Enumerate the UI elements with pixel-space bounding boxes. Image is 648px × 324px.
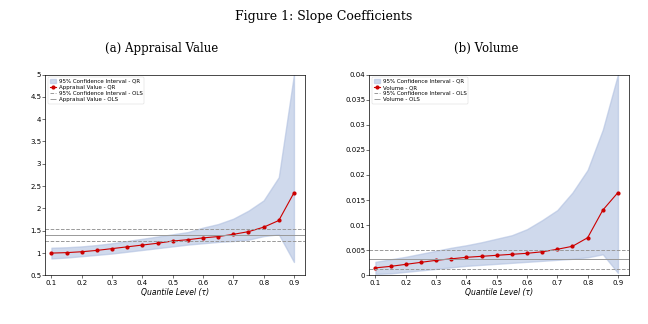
Volume - QR: [447, 257, 455, 261]
Appraisal Value - QR: [139, 243, 146, 247]
Appraisal Value - QR: [229, 232, 237, 236]
Volume - QR: [492, 253, 500, 257]
Volume - QR: [432, 259, 440, 262]
Appraisal Value - QR: [244, 230, 252, 234]
Appraisal Value - QR: [275, 219, 283, 223]
Appraisal Value - QR: [93, 249, 101, 252]
X-axis label: Quantile Level (τ): Quantile Level (τ): [465, 288, 533, 297]
Volume - QR: [371, 266, 379, 270]
Text: (a) Appraisal Value: (a) Appraisal Value: [106, 42, 218, 55]
Text: Figure 1: Slope Coefficients: Figure 1: Slope Coefficients: [235, 10, 413, 23]
Appraisal Value - QR: [184, 238, 192, 242]
Volume - QR: [387, 264, 395, 268]
Legend: 95% Confidence Interval - QR, Appraisal Value - QR, 95% Confidence Interval - OL: 95% Confidence Interval - QR, Appraisal …: [48, 77, 145, 104]
Appraisal Value - QR: [168, 239, 176, 243]
Volume - QR: [402, 262, 410, 266]
X-axis label: Quantile Level (τ): Quantile Level (τ): [141, 288, 209, 297]
Appraisal Value - QR: [123, 245, 131, 249]
Appraisal Value - QR: [47, 251, 55, 255]
Text: (b) Volume: (b) Volume: [454, 42, 518, 55]
Line: Appraisal Value - QR: Appraisal Value - QR: [50, 191, 295, 254]
Volume - QR: [538, 250, 546, 254]
Volume - QR: [568, 244, 576, 248]
Volume - QR: [614, 191, 622, 194]
Appraisal Value - QR: [63, 251, 71, 255]
Volume - QR: [508, 252, 516, 256]
Volume - QR: [478, 254, 485, 258]
Volume - QR: [463, 255, 470, 259]
Volume - QR: [523, 251, 531, 255]
Appraisal Value - QR: [78, 250, 86, 254]
Appraisal Value - QR: [199, 236, 207, 240]
Line: Volume - QR: Volume - QR: [374, 191, 619, 269]
Appraisal Value - QR: [260, 225, 268, 229]
Appraisal Value - QR: [290, 191, 298, 195]
Volume - QR: [584, 236, 592, 240]
Legend: 95% Confidence Interval - QR, Volume - QR, 95% Confidence Interval - OLS, Volume: 95% Confidence Interval - QR, Volume - Q…: [372, 77, 469, 104]
Volume - QR: [599, 208, 607, 212]
Appraisal Value - QR: [154, 241, 161, 245]
Volume - QR: [553, 247, 561, 251]
Appraisal Value - QR: [108, 247, 116, 250]
Appraisal Value - QR: [214, 235, 222, 238]
Volume - QR: [417, 260, 425, 264]
